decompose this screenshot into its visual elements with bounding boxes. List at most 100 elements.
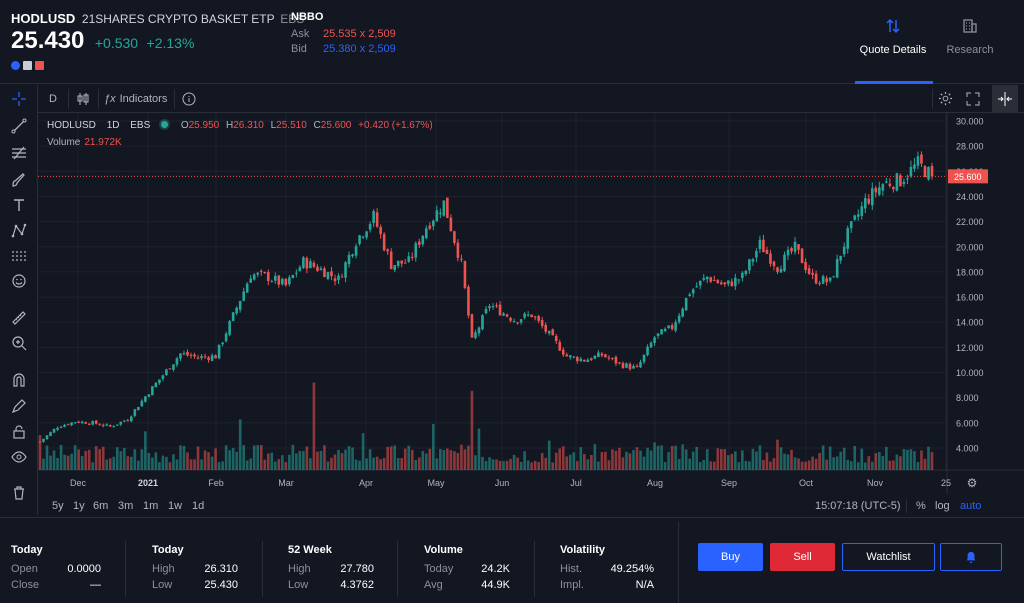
candles-icon[interactable] (74, 85, 92, 113)
candle-body (649, 342, 653, 348)
volume-bar (365, 458, 368, 470)
range-1w[interactable]: 1w (168, 500, 183, 512)
candle-body (804, 261, 807, 270)
emoji-icon[interactable] (9, 273, 29, 293)
legend-change: +0.420 (+1.67%) (358, 120, 433, 131)
info-icon[interactable] (180, 85, 198, 113)
volume-bar (80, 455, 84, 470)
stats-volatility: Volatility Hist. 49.254% Impl. N/A (560, 544, 654, 593)
candle-body (158, 379, 161, 384)
indicators-button[interactable]: ƒx Indicators (104, 85, 170, 113)
candle-body (424, 228, 428, 238)
price-chart[interactable]: 30.00028.00026.00024.00022.00020.00018.0… (38, 113, 1024, 496)
candle-body (547, 330, 551, 334)
candle-body (340, 276, 344, 278)
stay-drawing-icon[interactable] (9, 398, 29, 418)
symbol-description: 21SHARES CRYPTO BASKET ETP (81, 12, 275, 26)
candle-body (98, 424, 102, 426)
candle-body (175, 358, 179, 365)
range-3m[interactable]: 3m (118, 500, 134, 512)
volume-bar (786, 454, 790, 470)
brush-icon[interactable] (9, 172, 29, 192)
volume-bar (737, 462, 741, 470)
candle-body (42, 438, 45, 442)
candle-body (333, 278, 337, 282)
candle-body (130, 416, 133, 422)
volume-bar (537, 462, 540, 470)
volume-bar (762, 460, 765, 470)
range-5y[interactable]: 5y (52, 500, 64, 512)
watchlist-button[interactable]: Watchlist (842, 543, 935, 571)
candle-body (734, 277, 737, 287)
candle-body (698, 280, 702, 286)
stat-value: 27.780 (340, 563, 374, 575)
log-scale-toggle[interactable]: log (935, 500, 950, 512)
candle-body (923, 166, 927, 178)
eye-icon[interactable] (9, 449, 29, 469)
prediction-tool-icon[interactable] (9, 248, 29, 268)
chart-clock[interactable]: 15:07:18 (UTC-5) (815, 500, 901, 512)
buy-button[interactable]: Buy (698, 543, 763, 571)
tab-quote-details[interactable]: Quote Details (853, 18, 933, 56)
pattern-tool-icon[interactable] (9, 223, 29, 243)
candle-body (372, 211, 375, 223)
compare-split-icon[interactable] (992, 85, 1018, 113)
range-6m[interactable]: 6m (93, 500, 109, 512)
volume-bar (741, 450, 744, 470)
ruler-icon[interactable] (9, 310, 29, 330)
stat-label: Low (288, 579, 309, 591)
stats-today-range: Today High 26.310 Low 25.430 (152, 544, 238, 593)
nbbo-ask-row: Ask 25.535 x 2,509 (291, 27, 396, 42)
volume-bar (309, 458, 312, 470)
volume-bar (130, 456, 133, 470)
candle-body (193, 354, 196, 357)
volume-bar (98, 449, 102, 470)
candle-body (849, 221, 853, 229)
candle-body (611, 357, 614, 359)
settings-gear-icon[interactable] (936, 85, 954, 113)
volume-bar (368, 449, 372, 470)
fullscreen-icon[interactable] (964, 85, 982, 113)
volume-bar (660, 445, 663, 470)
lock-icon[interactable] (9, 424, 29, 444)
candle-body (906, 178, 909, 180)
interval-selector[interactable]: D (49, 93, 57, 105)
trash-icon[interactable] (9, 485, 29, 505)
zoom-in-icon[interactable] (9, 335, 29, 355)
candle-body (684, 297, 688, 311)
candle-body (463, 261, 467, 288)
trend-line-icon[interactable] (9, 118, 29, 138)
candle-body (930, 165, 934, 177)
percent-scale-toggle[interactable]: % (916, 500, 926, 512)
volume-bar (920, 450, 923, 470)
magnet-icon[interactable] (9, 372, 29, 392)
fib-tool-icon[interactable] (9, 145, 29, 165)
range-1y[interactable]: 1y (73, 500, 85, 512)
volume-bar (137, 460, 140, 470)
tab-research[interactable]: Research (930, 18, 1010, 56)
volume-bar (491, 459, 495, 470)
volume-bar (186, 452, 189, 470)
crosshair-icon[interactable] (9, 91, 29, 111)
candle-body (256, 272, 260, 275)
alert-button[interactable] (940, 543, 1002, 571)
candle-body (586, 359, 590, 363)
candle-body (730, 281, 734, 287)
stat-label: High (288, 563, 311, 575)
range-1d[interactable]: 1d (192, 500, 205, 512)
text-tool-icon[interactable] (9, 197, 29, 217)
candle-body (326, 272, 330, 279)
range-1m[interactable]: 1m (143, 500, 159, 512)
candle-body (821, 276, 825, 284)
legend-low-label: L (270, 120, 277, 131)
volume-bar (175, 459, 179, 470)
auto-scale-toggle[interactable]: auto (960, 500, 982, 512)
candle-body (154, 382, 158, 388)
stat-label: Today (424, 563, 454, 575)
volume-bar (295, 453, 298, 470)
volume-bar (625, 451, 628, 470)
sell-button[interactable]: Sell (770, 543, 835, 571)
volume-bar (723, 449, 727, 470)
volume-bar (909, 449, 913, 470)
volume-bar (505, 460, 509, 470)
